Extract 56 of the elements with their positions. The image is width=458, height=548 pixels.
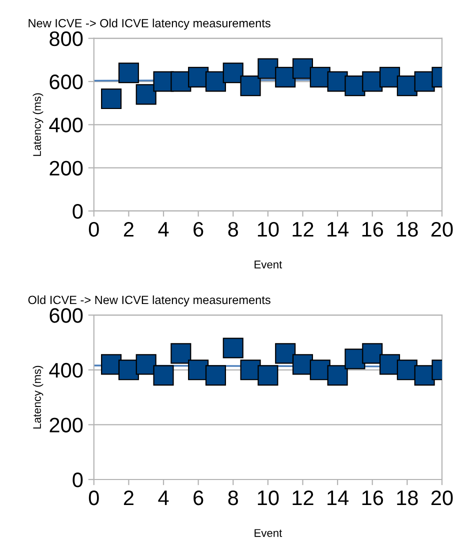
x-tick-label: 12 [292, 490, 314, 506]
point [327, 365, 348, 386]
x-tick-label: 4 [158, 490, 169, 506]
x-tick-label: 12 [292, 222, 314, 236]
point [275, 343, 296, 364]
point [170, 343, 192, 364]
point [136, 354, 156, 375]
x-tick-label: 16 [362, 222, 384, 237]
y-tick-label: 200 [50, 418, 83, 432]
x-tick-label: 2 [124, 222, 134, 236]
x-tick-label: 20 [431, 222, 453, 237]
x-axis-title: Event [254, 529, 282, 537]
x-tick-label: 10 [258, 490, 279, 506]
point [275, 66, 296, 88]
point [101, 88, 122, 110]
point [222, 338, 244, 358]
x-tick-label: 18 [397, 222, 418, 237]
x-tick-label: 6 [194, 490, 204, 506]
y-tick-label: 0 [72, 472, 83, 488]
point [379, 66, 400, 88]
x-tick-label: 8 [228, 490, 238, 506]
chart-title: New ICVE -> Old ICVE latency measurements [28, 18, 270, 30]
point [240, 76, 261, 96]
x-tick-label: 14 [328, 490, 349, 506]
point [258, 365, 278, 386]
y-axis-title: Latency (ms) [32, 366, 44, 428]
y-tick-label: 400 [49, 118, 83, 132]
x-tick-label: 4 [158, 222, 169, 236]
x-tick-label: 18 [397, 490, 418, 506]
x-tick-label: 20 [431, 490, 453, 506]
chart-title: Old ICVE -> New ICVE latency measurements [28, 295, 270, 306]
point [118, 62, 139, 84]
x-tick-label: 0 [88, 490, 99, 506]
point [205, 71, 226, 92]
point [292, 58, 314, 79]
x-tick-label: 6 [194, 222, 204, 237]
y-tick-label: 400 [49, 362, 83, 378]
y-tick-label: 200 [50, 160, 83, 176]
point [362, 343, 383, 364]
x-tick-label: 16 [362, 490, 384, 506]
y-tick-label: 600 [50, 308, 83, 323]
x-tick-label: 0 [88, 222, 99, 237]
point [153, 365, 174, 386]
x-tick-label: 2 [124, 490, 134, 506]
point [205, 365, 226, 386]
y-tick-label: 600 [50, 74, 83, 90]
point [258, 58, 278, 79]
point [136, 84, 156, 105]
y-tick-label: 800 [50, 31, 83, 46]
x-axis-title: Event [254, 260, 282, 268]
x-tick-label: 14 [328, 222, 349, 236]
x-tick-label: 10 [258, 222, 279, 237]
x-tick-label: 8 [228, 222, 238, 237]
y-tick-label: 0 [72, 204, 83, 219]
y-axis-title: Latency (ms) [32, 93, 44, 156]
point [222, 62, 244, 84]
